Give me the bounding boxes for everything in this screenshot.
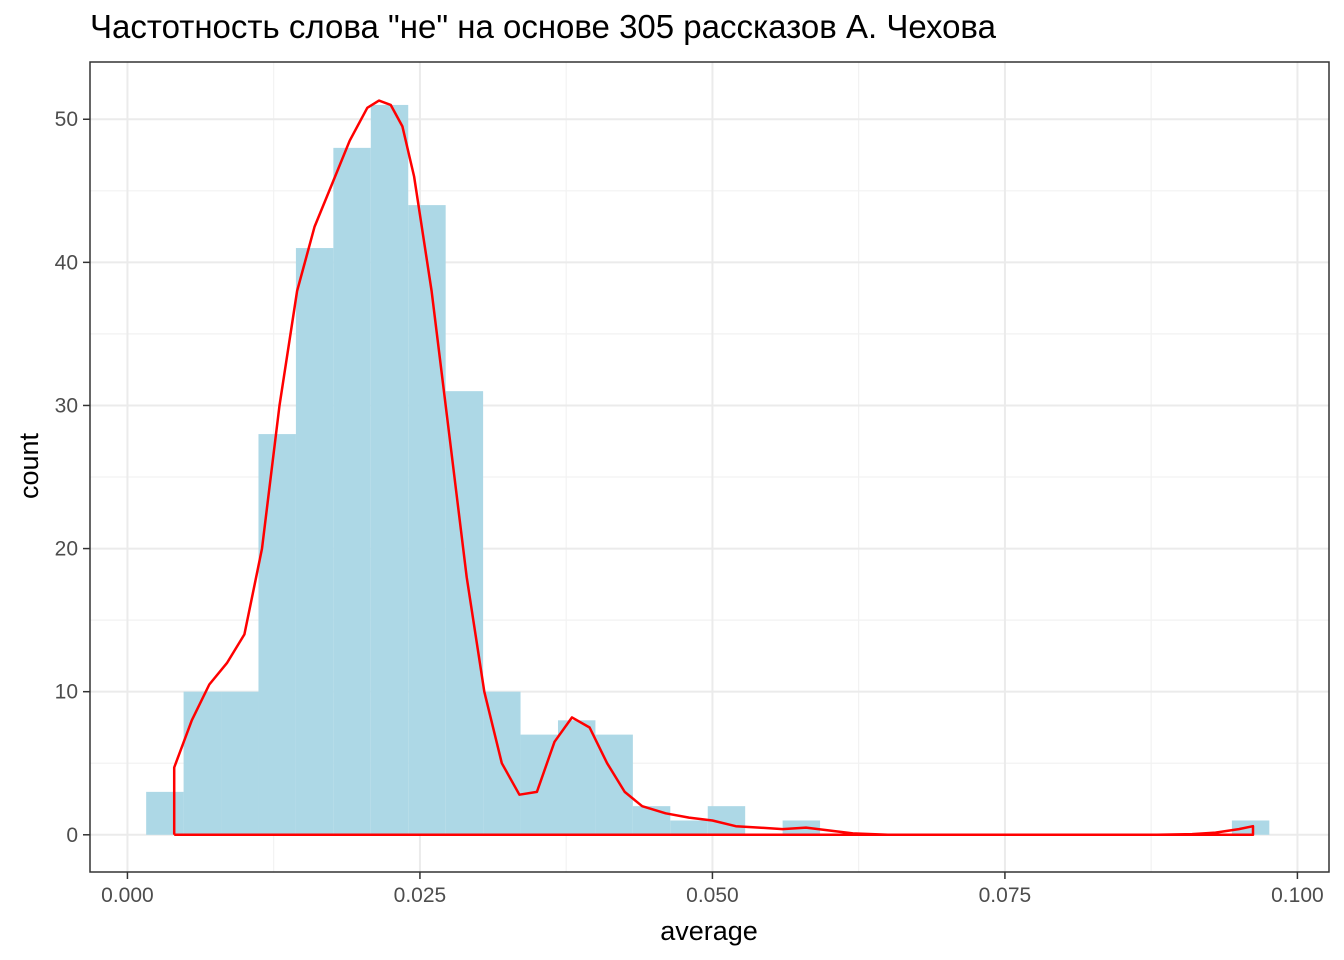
x-axis-label: average [660,916,758,946]
histogram-bar [183,691,222,835]
y-axis-label: count [14,432,44,499]
y-tick-label: 20 [55,538,78,561]
density-layer [172,99,1255,837]
histogram-bar [408,205,446,835]
x-tick-label: 0.075 [979,884,1032,907]
histogram-bar [146,791,184,835]
histogram-bar [557,720,596,835]
x-tick-label: 0.000 [101,884,154,907]
histogram-bar [258,434,296,835]
histogram-bar [632,806,671,835]
y-axis-ticks: 0 10 20 30 40 50 [55,108,90,847]
x-tick-label: 0.025 [394,884,447,907]
x-tick-label: 0.100 [1271,884,1324,907]
histogram-bar [333,147,371,835]
histogram-bar [670,820,708,835]
histogram-bars [146,104,1270,835]
histogram-bar [370,104,409,835]
y-tick-label: 50 [55,108,78,131]
y-tick-label: 40 [55,251,78,274]
histogram-bar [295,248,334,835]
panel-border [89,61,1330,873]
density-curve [172,99,1255,837]
x-axis-ticks: 0.000 0.025 0.050 0.075 0.100 [101,872,1324,907]
histogram-bar [221,691,259,835]
y-tick-label: 30 [55,394,78,417]
y-tick-label: 0 [66,824,78,847]
x-tick-label: 0.050 [686,884,739,907]
y-tick-label: 10 [55,681,78,704]
chart-title: Частотность слова "не" на основе 305 рас… [90,8,996,45]
